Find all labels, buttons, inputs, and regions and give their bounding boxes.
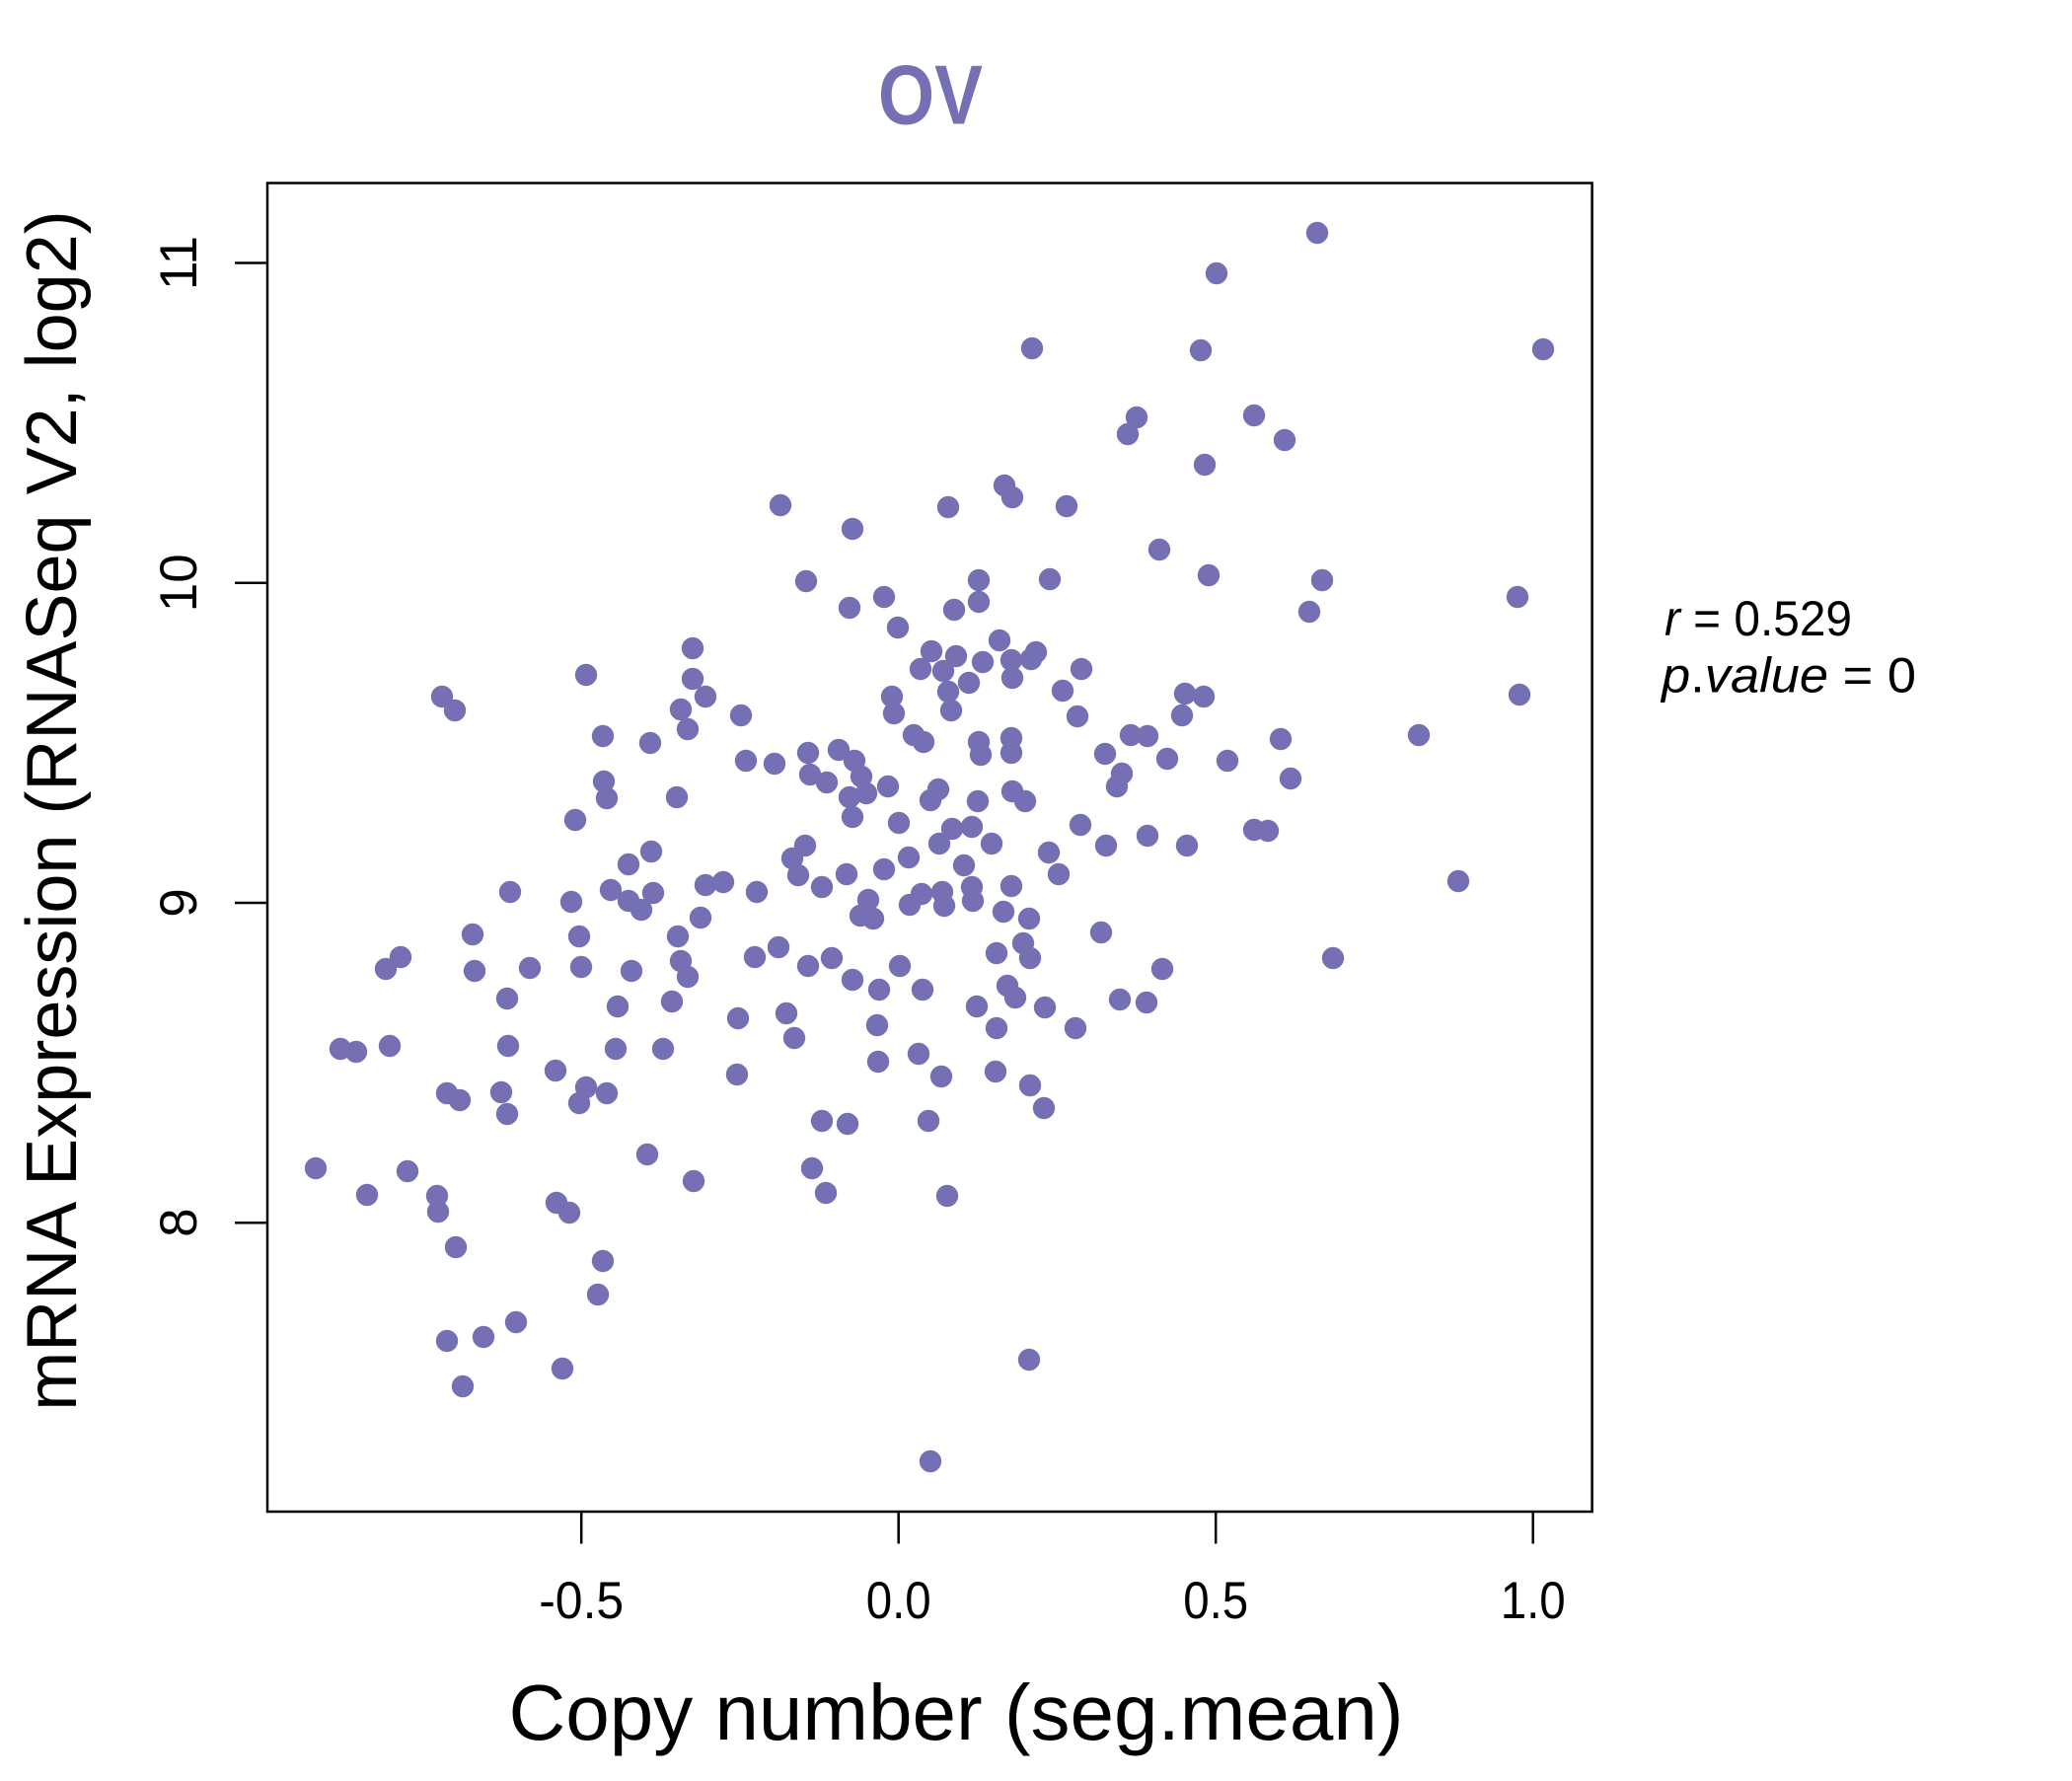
svg-text:8: 8 xyxy=(150,1208,208,1236)
svg-text:0.5: 0.5 xyxy=(1183,1572,1248,1630)
svg-text:p.value = 0: p.value = 0 xyxy=(1660,648,1916,704)
svg-text:OV: OV xyxy=(878,49,983,143)
svg-text:-0.5: -0.5 xyxy=(539,1572,624,1630)
svg-text:10: 10 xyxy=(150,554,208,612)
svg-text:0.0: 0.0 xyxy=(866,1572,931,1630)
svg-text:r = 0.529: r = 0.529 xyxy=(1665,591,1852,646)
svg-text:11: 11 xyxy=(150,236,208,290)
svg-text:9: 9 xyxy=(150,888,208,917)
svg-text:mRNA Expression (RNASeq V2, lo: mRNA Expression (RNASeq V2, log2) xyxy=(13,210,92,1410)
svg-text:Copy number (seg.mean): Copy number (seg.mean) xyxy=(508,1669,1403,1756)
svg-text:1.0: 1.0 xyxy=(1501,1572,1566,1630)
